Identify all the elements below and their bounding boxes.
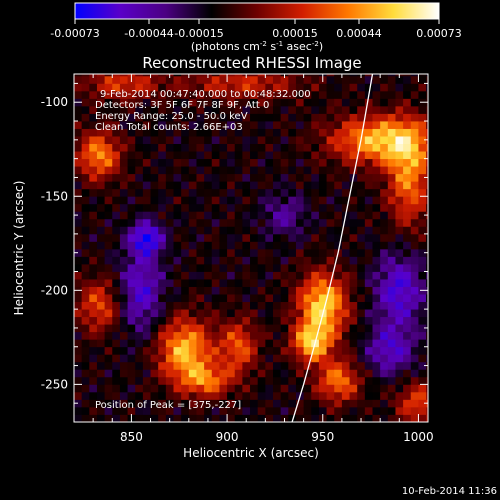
colorbar-tick-label: -0.00044 — [124, 27, 173, 40]
y-tick-label: -100 — [41, 95, 68, 109]
annotation-time-range: 9-Feb-2014 00:47:40.000 to 00:48:32.000 — [100, 89, 311, 100]
colorbar-tick-label: 0.00073 — [416, 27, 462, 40]
chart-title: Reconstructed RHESSI Image — [142, 54, 361, 72]
x-axis-label: Heliocentric X (arcsec) — [183, 446, 319, 460]
y-tick-label: -150 — [41, 189, 68, 203]
y-tick-label: -200 — [41, 283, 68, 297]
colorbar-tick-label: 0.00015 — [272, 27, 318, 40]
annotation-energy-range: Energy Range: 25.0 - 50.0 keV — [95, 111, 248, 122]
colorbar-tick-label: 0.00044 — [336, 27, 382, 40]
colorbar-tick-label: -0.00015 — [174, 27, 223, 40]
x-tick-label: 1000 — [403, 430, 434, 444]
y-axis-label: Heliocentric Y (arcsec) — [12, 181, 26, 316]
colorbar: -0.00073 -0.00044 -0.00015 0.00015 0.00044 0.… — [50, 2, 462, 53]
annotation-block: 9-Feb-2014 00:47:40.000 to 00:48:32.000 … — [95, 89, 311, 133]
x-tick-label: 850 — [120, 430, 143, 444]
colorbar-tick-label: -0.00073 — [50, 27, 99, 40]
timestamp: 10-Feb-2014 11:36 — [402, 486, 497, 497]
y-tick-label: -250 — [41, 377, 68, 391]
x-tick-label: 950 — [311, 430, 334, 444]
annotation-counts: Clean Total counts: 2.66E+03 — [95, 122, 243, 133]
x-tick-label: 900 — [216, 430, 239, 444]
axis-ticks: 850 900 950 1000 -100 -150 -200 -250 — [41, 74, 434, 444]
plot-frame — [73, 73, 429, 423]
colorbar-unit-label: (photons cm-2 s-1 asec-2) — [191, 40, 323, 53]
heatmap-image — [74, 74, 428, 422]
colorbar-ticks: -0.00073 -0.00044 -0.00015 0.00015 0.00044 0.… — [50, 19, 462, 40]
solar-limb-curve — [291, 74, 374, 422]
peak-position-label: Position of Peak = [375,-227] — [95, 400, 241, 411]
colorbar-gradient — [74, 2, 440, 20]
annotation-detectors: Detectors: 3F 5F 6F 7F 8F 9F, Att 0 — [95, 100, 269, 111]
